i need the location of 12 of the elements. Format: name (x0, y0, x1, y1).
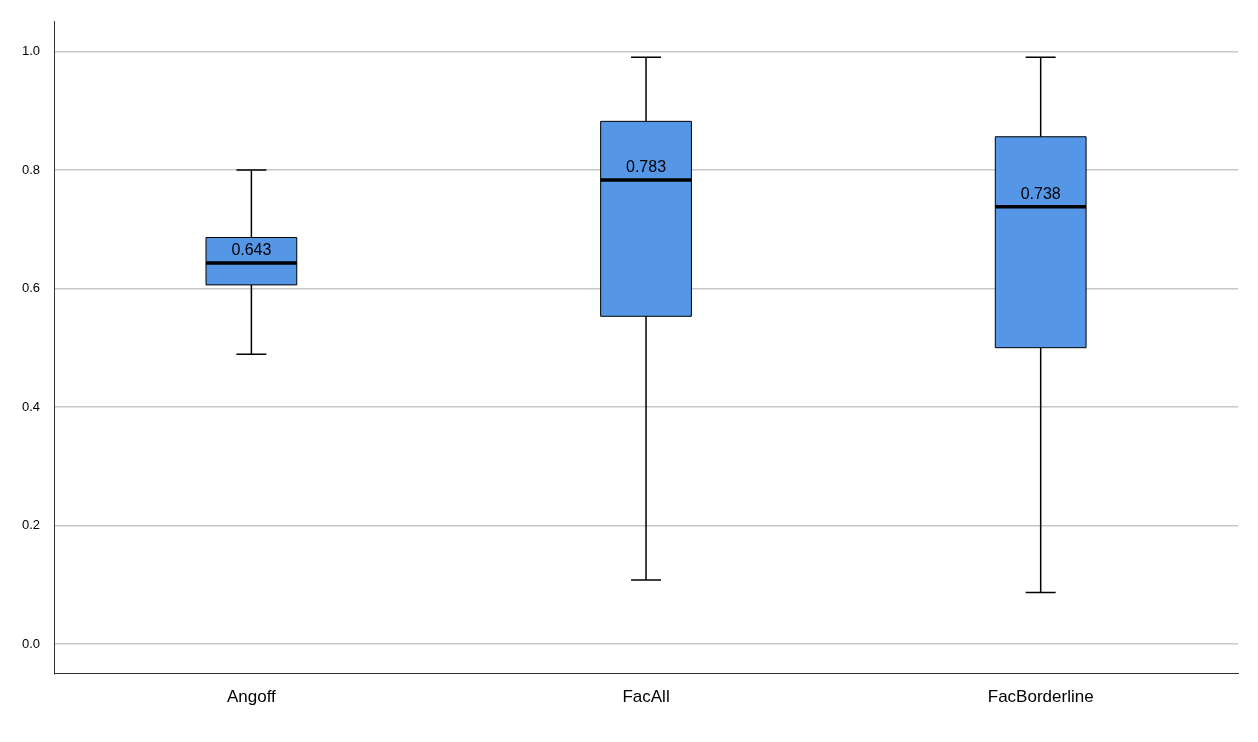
x-tick-label: FacBorderline (987, 687, 1094, 707)
x-tick-label: FacAll (622, 687, 670, 707)
annotation: 0.738 (1020, 185, 1061, 203)
y-tick-label: 0.8 (21, 161, 41, 177)
y-tick-label: 1.0 (21, 43, 41, 59)
y-tick-label: 0.6 (21, 280, 41, 296)
y-tick-label: 0.2 (21, 517, 41, 533)
annotation: 0.643 (231, 241, 272, 259)
x-tick-label: Angoff (226, 687, 277, 707)
y-tick-label: 0.0 (21, 635, 41, 651)
annotation: 0.783 (626, 158, 667, 176)
y-tick-label: 0.4 (21, 398, 41, 414)
